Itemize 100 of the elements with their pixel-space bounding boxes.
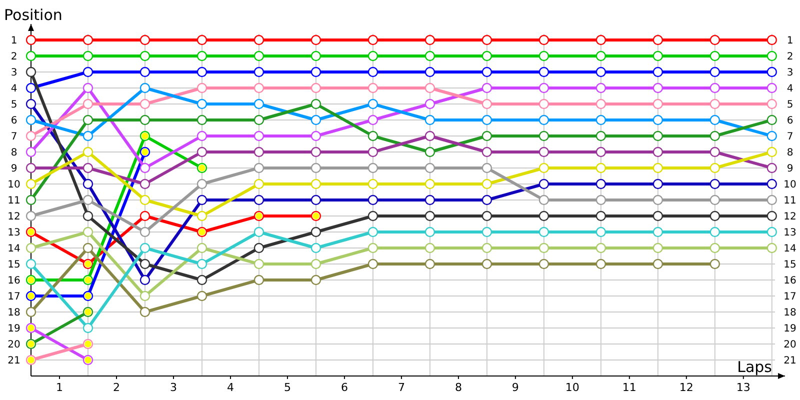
point	[538, 146, 550, 158]
y-tick-label: 10	[8, 180, 20, 190]
point	[596, 178, 606, 190]
y2-tick-label: 6	[786, 116, 794, 126]
point	[596, 50, 606, 62]
point	[310, 226, 322, 238]
point	[140, 226, 150, 238]
point	[766, 178, 777, 190]
point	[368, 114, 378, 126]
point	[482, 82, 492, 94]
point	[310, 114, 322, 126]
point	[140, 290, 150, 302]
y2-tick-label: 15	[784, 260, 796, 270]
point	[140, 306, 150, 318]
point	[710, 98, 720, 110]
point	[710, 162, 720, 174]
point	[26, 66, 36, 78]
y2-tick-label: 19	[784, 324, 796, 334]
point	[424, 258, 436, 270]
point	[82, 66, 94, 78]
point	[26, 114, 36, 126]
y-tick-label: 9	[10, 164, 18, 174]
point	[26, 98, 36, 110]
point	[368, 258, 378, 270]
point	[26, 194, 36, 206]
point	[82, 194, 94, 206]
point	[196, 98, 208, 110]
point	[596, 258, 606, 270]
point	[82, 98, 94, 110]
x-tick-label: 5	[284, 381, 291, 394]
point	[82, 82, 94, 94]
point	[368, 162, 378, 174]
x-tick-label: 9	[512, 381, 519, 394]
point	[82, 210, 94, 222]
x-tick-label: 10	[565, 381, 580, 394]
point	[26, 210, 36, 222]
point	[368, 178, 378, 190]
point	[26, 242, 36, 254]
point	[652, 130, 664, 142]
point	[82, 114, 94, 126]
x-tick-label: 3	[170, 381, 177, 394]
y2-tick-label: 10	[784, 180, 796, 190]
point	[310, 66, 322, 78]
point	[538, 162, 550, 174]
point	[26, 130, 36, 142]
point	[254, 162, 264, 174]
point	[254, 130, 264, 142]
point	[766, 194, 777, 206]
point	[538, 178, 550, 190]
point	[482, 114, 492, 126]
point	[482, 210, 492, 222]
point	[310, 130, 322, 142]
y2-tick-label: 1	[786, 36, 794, 46]
point	[82, 146, 94, 158]
point	[482, 34, 492, 46]
point	[82, 322, 94, 334]
point	[424, 242, 436, 254]
point	[140, 34, 150, 46]
point	[310, 82, 322, 94]
point	[82, 242, 94, 254]
point	[596, 114, 606, 126]
point	[82, 50, 94, 62]
point	[196, 82, 208, 94]
point	[766, 98, 777, 110]
y-tick-label: 19	[8, 324, 20, 334]
point	[652, 114, 664, 126]
point	[196, 50, 208, 62]
y-tick-label: 17	[8, 292, 20, 302]
point	[254, 82, 264, 94]
point	[310, 242, 322, 254]
point	[140, 98, 150, 110]
point	[710, 242, 720, 254]
point	[254, 226, 264, 238]
point	[538, 66, 550, 78]
point	[766, 146, 777, 158]
y2-tick-label: 14	[784, 244, 796, 254]
point	[538, 50, 550, 62]
point	[82, 162, 94, 174]
point	[482, 130, 492, 142]
point	[368, 146, 378, 158]
x-tick-label: 12	[679, 381, 694, 394]
point	[652, 210, 664, 222]
point	[710, 194, 720, 206]
point	[140, 162, 150, 174]
y-tick-label: 5	[10, 100, 18, 110]
point	[140, 274, 150, 286]
point	[596, 226, 606, 238]
y2-tick-label: 5	[786, 100, 794, 110]
x-tick-label: 4	[226, 381, 234, 394]
point	[652, 226, 664, 238]
point	[482, 178, 492, 190]
y-tick-label: 7	[10, 132, 18, 142]
point	[140, 82, 150, 94]
point	[424, 194, 436, 206]
point	[766, 130, 777, 142]
point	[254, 34, 264, 46]
point	[254, 146, 264, 158]
y2-tick-label: 13	[784, 228, 796, 238]
y-tick-label: 11	[8, 196, 20, 206]
point	[482, 162, 492, 174]
